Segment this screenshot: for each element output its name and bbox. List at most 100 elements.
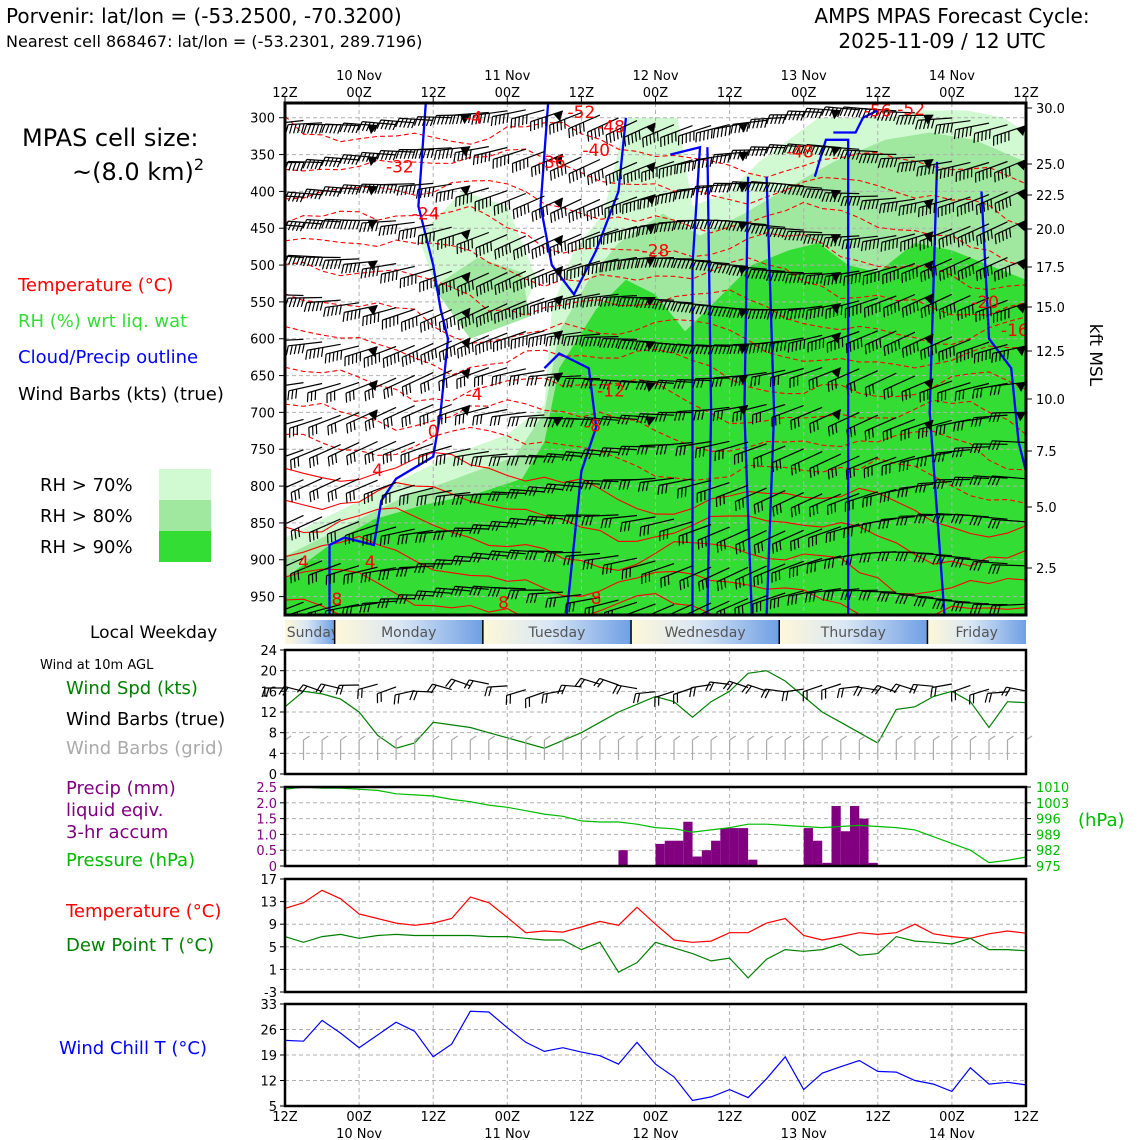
wind-barb xyxy=(877,156,915,168)
wind-barb xyxy=(327,412,360,436)
cloud-outline xyxy=(833,109,879,134)
surface-wind-barb xyxy=(853,686,878,697)
wind-barb xyxy=(901,260,934,284)
temperature-label: 0 xyxy=(428,422,439,442)
wind-barb xyxy=(935,161,971,180)
temperature-label: -48 xyxy=(597,118,625,138)
wind-barb xyxy=(969,560,1008,572)
wind-barb-flag xyxy=(645,416,656,427)
y-tick-label: 20 xyxy=(260,665,277,680)
wind-barb-flag xyxy=(368,380,378,392)
wind-barb xyxy=(901,293,934,318)
wind-barb xyxy=(308,444,341,468)
temp-panel-label: Temperature (°C) xyxy=(65,901,221,922)
wind-barb xyxy=(642,604,675,615)
y-tick-label: 0.5 xyxy=(256,844,277,859)
grid-wind-barb xyxy=(932,735,940,760)
grid-wind-barb xyxy=(803,735,811,760)
wind-barb xyxy=(954,382,990,402)
wind-barb xyxy=(822,588,860,601)
wind-barb xyxy=(568,198,601,223)
wind-barb xyxy=(487,550,526,561)
wind-barb xyxy=(364,440,397,465)
wind-barb xyxy=(657,478,693,495)
wind-barb xyxy=(951,476,990,487)
wind-barb xyxy=(728,221,767,233)
pressure-tick-label: 900 xyxy=(250,554,275,569)
wind-barb xyxy=(414,563,452,573)
wind-barb xyxy=(377,183,415,194)
wind-barb xyxy=(566,260,601,281)
wind-barb xyxy=(395,117,434,129)
wind-barb xyxy=(400,443,434,465)
wind-barb xyxy=(823,270,860,286)
wind-barb-flag xyxy=(1016,125,1026,137)
wind-barb xyxy=(730,371,767,387)
wind-barb xyxy=(975,191,1008,215)
y-tick-label: 9 xyxy=(269,918,277,933)
height-tick-label: 22.5 xyxy=(1036,189,1065,204)
wind-barb xyxy=(950,557,990,568)
wind-barb xyxy=(920,336,953,361)
y-tick-label: 1.0 xyxy=(256,828,277,843)
grid-wind-barb xyxy=(580,735,588,760)
height-tick-label: 15.0 xyxy=(1036,301,1065,316)
wind-barb xyxy=(771,529,804,554)
grid-wind-barb xyxy=(747,735,755,760)
temperature-contour xyxy=(285,366,1026,435)
y-tick-label: 8 xyxy=(269,727,277,742)
wind-barb xyxy=(864,417,897,441)
wind-barb xyxy=(493,300,527,324)
legend-cloud: Cloud/Precip outline xyxy=(18,347,198,368)
wind-barb xyxy=(691,260,730,272)
wind-barb xyxy=(285,293,304,305)
y-tick-label: 24 xyxy=(260,644,277,659)
wind-barb xyxy=(321,123,360,134)
wind-barb xyxy=(987,475,1026,486)
top-tick-date: 10 Nov xyxy=(336,69,382,84)
grid-wind-barb xyxy=(543,735,551,760)
wind-barb xyxy=(290,446,323,470)
bottom-tick-hour: 12Z xyxy=(420,1110,446,1125)
wind-barb xyxy=(846,414,879,439)
bottom-tick-hour: 12Z xyxy=(1013,1110,1039,1125)
grid-wind-barb xyxy=(562,735,570,760)
wind-barb xyxy=(493,330,526,352)
wind-barb xyxy=(623,122,656,147)
wind-barb xyxy=(568,158,601,184)
wind-barb xyxy=(698,600,730,615)
pressure-tick-label: 1003 xyxy=(1036,797,1069,812)
wind-barb xyxy=(545,331,582,347)
wind-barb xyxy=(602,557,638,575)
wind-barb xyxy=(327,442,360,467)
wind-barb xyxy=(672,343,712,355)
wind-barb xyxy=(677,479,712,499)
wind-barb xyxy=(821,146,860,157)
wind-barb xyxy=(969,475,1008,486)
wind-barb xyxy=(587,160,619,186)
wind-barb xyxy=(285,296,323,308)
top-time-axis: 12Z 00Z 10 Nov 12Z 00Z 11 Nov 12Z 00Z 12 Nov 12Z 0… xyxy=(272,69,1039,103)
surface-wind-barb xyxy=(409,690,434,701)
wind-barb xyxy=(733,443,767,465)
wind-barb xyxy=(302,123,341,134)
wind-barb xyxy=(790,451,823,476)
wind-barb-flag xyxy=(924,293,934,305)
grid-wind-barb xyxy=(877,735,885,760)
wind-barb xyxy=(784,143,823,155)
wind-barb xyxy=(438,337,471,362)
wind-barb xyxy=(438,307,471,332)
wind-barb xyxy=(934,120,971,135)
temperature-line xyxy=(284,889,1027,943)
wind-barb xyxy=(989,381,1026,396)
wind-barb-flag xyxy=(368,409,378,421)
wind-barb xyxy=(342,304,378,322)
weekday-band xyxy=(285,620,335,644)
wind-barb xyxy=(472,146,508,166)
grid-wind-barb xyxy=(654,735,662,760)
wind-barb xyxy=(526,372,563,387)
wind-barb xyxy=(457,272,490,297)
wind-barb xyxy=(957,297,990,321)
wind-barb xyxy=(654,299,693,311)
cloud-outline xyxy=(706,147,713,615)
